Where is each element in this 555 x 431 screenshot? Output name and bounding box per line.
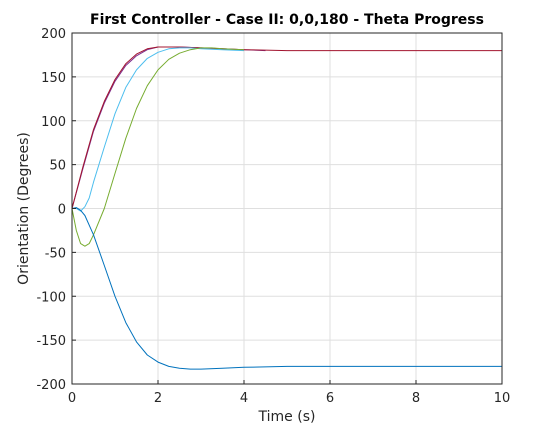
- series-line-2: [71, 46, 502, 209]
- y-tick-label: 150: [41, 71, 66, 86]
- y-tick-label: -150: [36, 334, 66, 349]
- y-tick-label: -50: [45, 246, 66, 261]
- x-axis-label: Time (s): [258, 409, 316, 425]
- series-line-3: [72, 47, 245, 212]
- x-tick-label: 0: [68, 391, 76, 406]
- y-tick-label: -100: [36, 290, 66, 305]
- x-tick-label: 10: [494, 391, 511, 406]
- series-group: [71, 46, 502, 370]
- series-line-4: [71, 47, 245, 247]
- x-tick-label: 4: [240, 391, 248, 406]
- y-tick-label: 100: [41, 115, 66, 130]
- y-tick-label: 200: [41, 27, 66, 42]
- y-tick-label: 50: [49, 159, 66, 174]
- y-axis-label: Orientation (Degrees): [16, 132, 32, 285]
- y-tick-label: -200: [36, 378, 66, 393]
- series-line-5: [71, 207, 502, 370]
- tick-group: 0 2 4 6 8 10 -200 -150 -100 -50 0 50 100 150 200: [36, 27, 510, 406]
- chart-title: First Controller - Case II: 0,0,180 - Th…: [90, 12, 484, 28]
- x-tick-label: 2: [154, 391, 162, 406]
- y-tick-label: 0: [58, 203, 66, 218]
- x-tick-label: 6: [326, 391, 334, 406]
- x-tick-label: 8: [412, 391, 420, 406]
